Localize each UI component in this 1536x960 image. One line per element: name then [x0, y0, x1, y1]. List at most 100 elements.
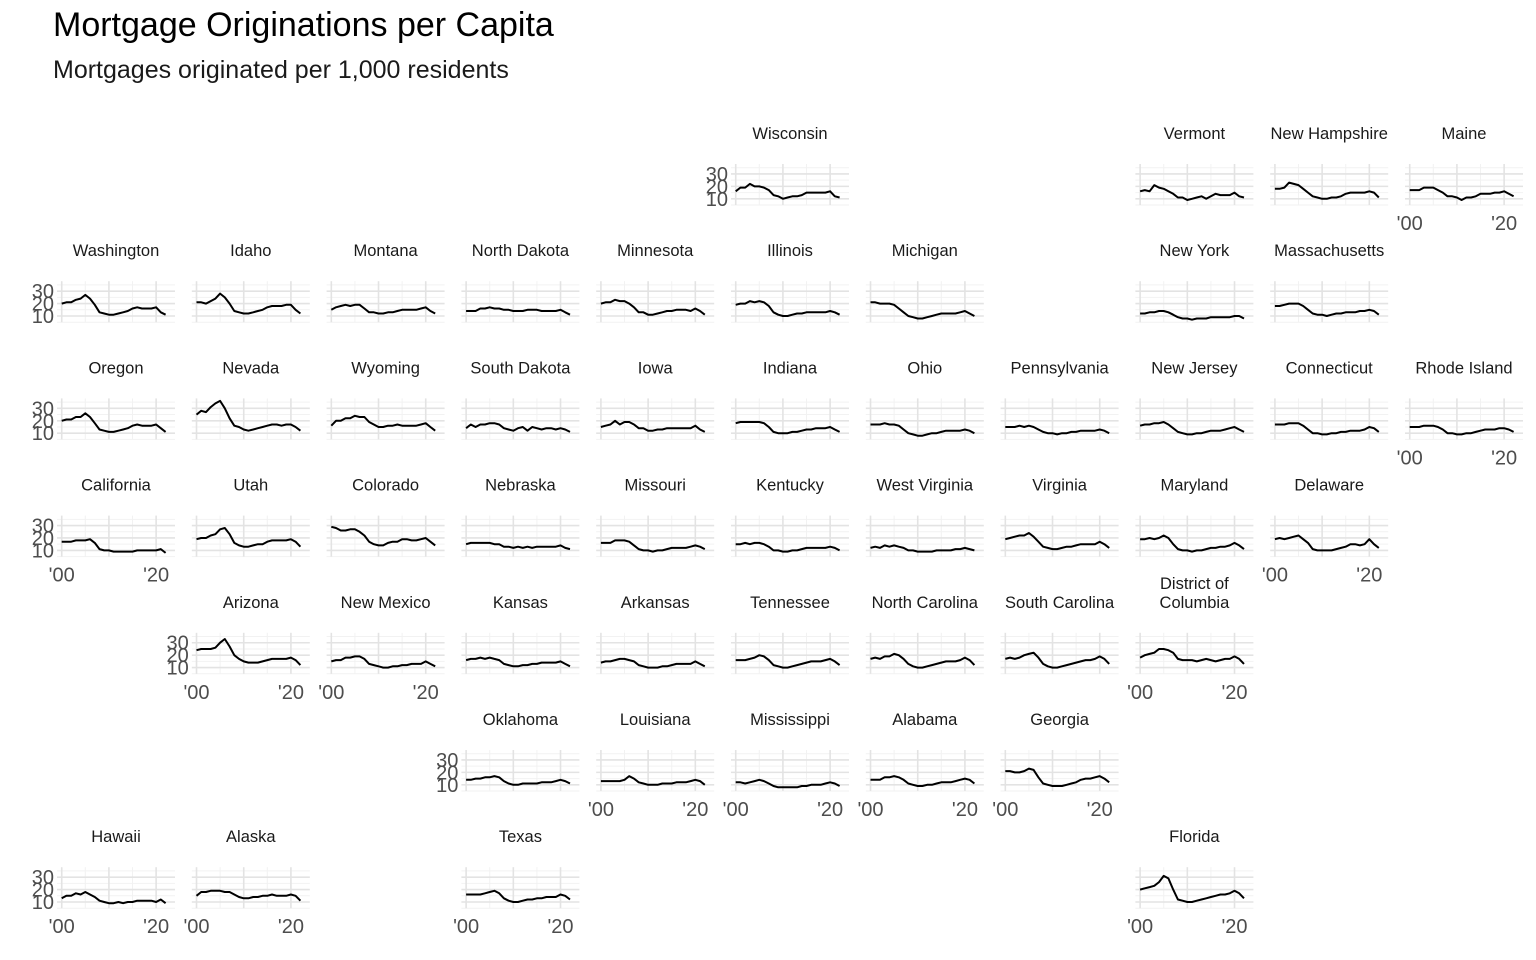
y-tick-label-oklahoma: 20 — [436, 762, 458, 784]
series-line-south-dakota — [465, 422, 571, 433]
panel-ohio: Ohio — [865, 359, 984, 440]
panel-massachusetts: Massachusetts — [1270, 242, 1389, 323]
x-tick-label-delaware: '20 — [1356, 565, 1382, 587]
y-tick-label-washington: 20 — [32, 294, 54, 316]
panel-connecticut: Connecticut — [1270, 359, 1389, 440]
panel-label-north-dakota: North Dakota — [472, 242, 570, 260]
series-line-massachusetts — [1274, 302, 1380, 317]
series-line-vermont — [1139, 184, 1245, 201]
panel-virginia: Virginia — [1000, 477, 1119, 558]
series-line-tennessee — [735, 654, 841, 669]
panel-label-wisconsin: Wisconsin — [752, 125, 827, 143]
panel-label-idaho: Idaho — [230, 242, 271, 260]
panel-maryland: Maryland — [1135, 477, 1254, 558]
x-tick-label-alabama: '00 — [857, 799, 883, 821]
panel-pennsylvania: Pennsylvania — [1000, 359, 1119, 440]
x-tick-label-georgia: '00 — [992, 799, 1018, 821]
series-line-utah — [196, 527, 302, 548]
series-line-new-york — [1140, 310, 1245, 321]
chart-subtitle: Mortgages originated per 1,000 residents — [53, 56, 509, 84]
series-line-alabama — [870, 775, 976, 787]
y-tick-label-wisconsin: 20 — [706, 176, 728, 198]
series-line-minnesota — [600, 298, 706, 316]
panel-label-iowa: Iowa — [638, 359, 674, 377]
panel-south-dakota: South Dakota — [461, 359, 580, 440]
panel-label-georgia: Georgia — [1030, 711, 1090, 729]
panel-label-colorado: Colorado — [352, 477, 419, 495]
series-line-wyoming — [330, 414, 436, 432]
x-tick-label-district-of-columbia: '00 — [1127, 682, 1153, 704]
x-tick-label-delaware: '00 — [1262, 565, 1288, 587]
panel-florida: Florida '00 '20 — [1127, 828, 1254, 938]
x-tick-label-maine: '00 — [1397, 213, 1423, 235]
panel-label-oklahoma: Oklahoma — [483, 711, 559, 729]
panel-label-new-jersey: New Jersey — [1151, 359, 1238, 377]
x-tick-label-alaska: '00 — [183, 916, 209, 938]
panel-new-hampshire: New Hampshire — [1270, 125, 1389, 206]
panel-missouri: Missouri — [596, 477, 715, 558]
x-tick-label-alaska: '20 — [278, 916, 304, 938]
panel-rhode-island: Rhode Island '00 '20 — [1397, 359, 1523, 469]
series-line-new-hampshire — [1274, 181, 1380, 200]
panel-label-south-carolina: South Carolina — [1005, 594, 1115, 612]
panel-label-south-dakota: South Dakota — [470, 359, 571, 377]
x-tick-label-arizona: '20 — [278, 682, 304, 704]
y-tick-label-hawaii: 30 — [32, 867, 54, 889]
y-tick-label-oregon: 20 — [32, 411, 54, 433]
panel-tennessee: Tennessee — [731, 594, 849, 675]
panel-label-kansas: Kansas — [493, 594, 548, 612]
panel-louisiana: Louisiana '00 '20 — [588, 711, 715, 821]
series-line-new-mexico — [331, 655, 436, 669]
x-tick-label-california: '00 — [49, 565, 75, 587]
panel-nebraska: Nebraska — [461, 477, 580, 558]
x-tick-label-hawaii: '00 — [49, 916, 75, 938]
panel-georgia: Georgia '00 '20 — [992, 711, 1119, 821]
y-tick-label-california: 30 — [32, 516, 54, 538]
panel-label-illinois: Illinois — [767, 242, 813, 260]
series-line-wisconsin — [735, 182, 840, 200]
chart-title: Mortgage Originations per Capita — [53, 6, 554, 44]
panel-label-new-york: New York — [1160, 242, 1230, 260]
x-tick-label-louisiana: '20 — [682, 799, 708, 821]
x-tick-label-georgia: '20 — [1087, 799, 1113, 821]
panel-label-new-mexico: New Mexico — [341, 594, 431, 612]
panel-label-florida: Florida — [1169, 828, 1220, 846]
y-tick-label-oklahoma: 30 — [436, 750, 458, 772]
panel-label-west-virginia: West Virginia — [876, 477, 973, 495]
series-line-north-carolina — [870, 652, 976, 669]
y-tick-label-oregon: 30 — [32, 398, 54, 420]
panel-north-dakota: North Dakota — [461, 242, 580, 323]
panel-label-district-of-columbia-line-2: Columbia — [1160, 594, 1231, 612]
series-line-indiana — [735, 421, 841, 435]
panel-montana: Montana — [326, 242, 445, 323]
series-line-oregon — [61, 412, 167, 433]
panel-label-wyoming: Wyoming — [351, 359, 420, 377]
series-line-idaho — [196, 292, 302, 315]
y-tick-label-hawaii: 20 — [32, 880, 54, 902]
panel-label-washington: Washington — [73, 242, 160, 260]
x-tick-label-mississippi: '00 — [723, 799, 749, 821]
panel-label-delaware: Delaware — [1294, 477, 1364, 495]
panel-label-maine: Maine — [1442, 125, 1487, 143]
series-line-iowa — [600, 419, 706, 433]
series-line-louisiana — [600, 775, 706, 786]
panel-label-rhode-island: Rhode Island — [1415, 359, 1512, 377]
series-line-alaska — [195, 889, 302, 902]
series-line-rhode-island — [1409, 424, 1515, 436]
series-line-south-carolina — [1005, 651, 1110, 669]
series-line-kansas — [465, 656, 571, 668]
panel-label-tennessee: Tennessee — [750, 594, 830, 612]
panel-idaho: Idaho — [191, 242, 310, 323]
x-tick-label-texas: '20 — [547, 916, 573, 938]
panel-label-texas: Texas — [499, 828, 542, 846]
panel-alaska: Alaska '00 '20 — [183, 828, 310, 938]
panel-label-pennsylvania: Pennsylvania — [1011, 359, 1110, 377]
x-tick-label-maine: '20 — [1491, 213, 1517, 235]
series-line-california — [61, 538, 167, 554]
